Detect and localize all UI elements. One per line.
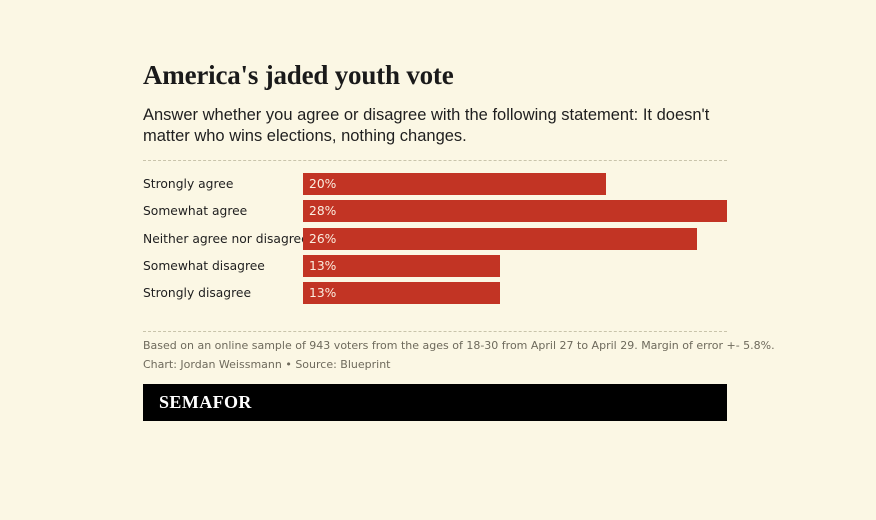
category-label: Neither agree nor disagree	[143, 231, 309, 246]
brand-bar: SEMAFOR	[143, 384, 727, 421]
bar-chart: Strongly agree 20% Somewhat agree 28% Neithe…	[143, 161, 727, 331]
bar-value-label: 13%	[309, 258, 337, 273]
bar-row: Strongly agree 20%	[143, 173, 727, 195]
chart-card: America's jaded youth vote Answer whethe…	[143, 60, 775, 421]
chart-title: America's jaded youth vote	[143, 60, 454, 90]
category-label: Strongly disagree	[143, 286, 252, 301]
bar	[303, 173, 606, 195]
bar-value-label: 20%	[309, 177, 337, 191]
bar	[303, 282, 500, 305]
category-label: Strongly agree	[143, 177, 234, 191]
bar-row: Somewhat disagree 13%	[143, 254, 727, 277]
category-label: Somewhat disagree	[143, 258, 265, 273]
bar	[303, 200, 727, 223]
bar-row: Somewhat agree 28%	[143, 200, 727, 223]
top-divider	[143, 160, 727, 161]
bar-row: Strongly disagree 13%	[143, 282, 727, 305]
semafor-logo[interactable]: SEMAFOR	[159, 392, 252, 412]
bar-value-label: 13%	[309, 286, 337, 301]
category-label: Somewhat agree	[143, 204, 248, 219]
methodology-note: Based on an online sample of 943 voters …	[143, 339, 775, 352]
chart-credit: Chart: Jordan Weissmann • Source: Bluepr…	[143, 358, 391, 371]
chart-subtitle: Answer whether you agree or disagree wit…	[143, 106, 710, 145]
bar	[303, 227, 697, 250]
bar-value-label: 28%	[309, 204, 337, 219]
bar	[303, 254, 500, 277]
bottom-divider	[143, 331, 727, 332]
bar-value-label: 26%	[309, 231, 337, 246]
bar-row: Neither agree nor disagree 26%	[143, 227, 727, 250]
